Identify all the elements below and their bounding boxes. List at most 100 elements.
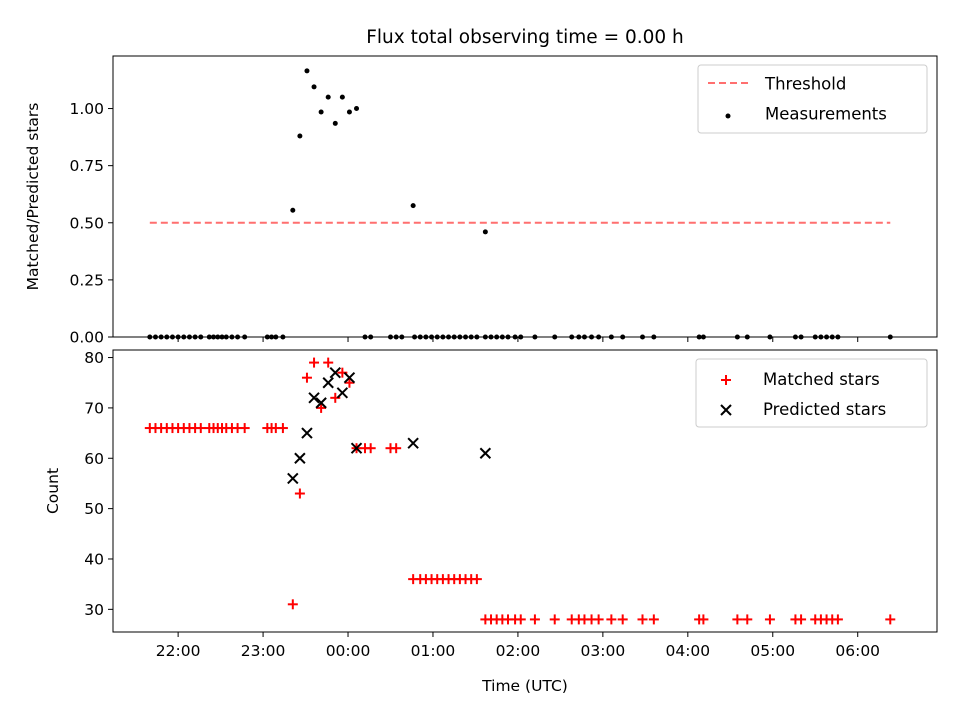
top-y-tick-label: 0.00 <box>69 329 104 347</box>
matched-star-point <box>549 614 560 625</box>
x-tick-label: 06:00 <box>835 642 880 660</box>
matched-star-point <box>606 614 617 625</box>
x-tick-label: 02:00 <box>496 642 541 660</box>
legend-measurements-swatch <box>725 113 731 119</box>
x-axis-label: Time (UTC) <box>481 677 568 695</box>
bottom-y-axis-label: Count <box>44 468 62 514</box>
top-x-ticks <box>177 337 859 342</box>
matched-star-point <box>593 614 604 625</box>
measurement-point <box>354 106 360 112</box>
measurement-point <box>311 84 317 90</box>
matched-star-point <box>796 614 807 625</box>
measurement-point <box>410 203 416 209</box>
predicted-star-point <box>479 447 492 459</box>
legend-predicted-label: Predicted stars <box>763 400 886 419</box>
x-tick-label: 01:00 <box>411 642 456 660</box>
measurement-point <box>332 120 338 126</box>
matched-star-point <box>239 423 250 434</box>
matched-star-point <box>323 357 334 368</box>
matched-star-point <box>301 372 312 383</box>
bottom-legend-box <box>695 358 928 428</box>
legend-matched-plus <box>721 375 731 385</box>
matched-star-point <box>309 357 320 368</box>
bottom-y-tick-label: 30 <box>84 601 104 619</box>
matched-star-point <box>732 614 743 625</box>
measurement-point <box>297 133 303 139</box>
predicted-star-point <box>301 427 313 439</box>
matched-star-point <box>294 488 305 499</box>
legend-matched-label: Matched stars <box>763 370 880 389</box>
matched-star-point <box>287 599 298 610</box>
x-tick-label: 23:00 <box>241 642 286 660</box>
matched-star-point <box>391 443 402 454</box>
matched-star-point <box>515 614 526 625</box>
matched-star-point <box>529 614 540 625</box>
top-y-axis-label: Matched/Predicted stars <box>24 103 42 291</box>
predicted-star-point <box>322 377 334 389</box>
predicted-star-point <box>336 387 349 399</box>
bottom-legend: Matched stars Predicted stars <box>695 358 928 428</box>
predicted-star-point <box>287 472 299 485</box>
bottom-plot-marks <box>144 357 896 625</box>
matched-star-point <box>195 423 206 434</box>
bottom-x-ticks: 22:00 23:00 00:00 01:00 02:00 03:00 04:00 05:00… <box>156 632 880 660</box>
matched-star-point <box>764 614 775 625</box>
matched-star-point <box>365 443 376 454</box>
top-y-tick-label: 1.00 <box>69 100 104 118</box>
top-y-tick-label: 0.50 <box>69 214 104 232</box>
measurement-point <box>339 94 345 100</box>
legend-threshold-label: Threshold <box>764 75 846 94</box>
legend-predicted-cross <box>720 404 732 416</box>
x-tick-label: 03:00 <box>581 642 626 660</box>
bottom-y-tick-label: 60 <box>84 450 104 468</box>
predicted-star-point <box>407 437 419 449</box>
matched-star-point <box>617 614 628 625</box>
x-tick-label: 00:00 <box>326 642 371 660</box>
matched-star-point <box>742 614 753 625</box>
bottom-y-tick-label: 80 <box>84 349 104 367</box>
x-tick-label: 05:00 <box>750 642 795 660</box>
top-legend: Threshold Measurements <box>697 64 928 134</box>
predicted-star-point <box>308 392 320 404</box>
measurement-point <box>346 109 352 115</box>
predicted-star-point <box>350 442 363 454</box>
legend-matched-swatch <box>721 375 731 385</box>
matched-star-point <box>277 423 288 434</box>
matched-star-point <box>832 614 843 625</box>
measurement-point <box>290 207 296 213</box>
bottom-y-ticks: 30 40 50 60 70 80 <box>84 349 113 619</box>
matched-star-point <box>698 614 709 625</box>
bottom-axes-frame <box>112 349 938 633</box>
legend-predicted-swatch <box>720 404 732 416</box>
top-legend-box <box>697 64 928 134</box>
matched-star-point <box>344 377 355 388</box>
predicted-star-point <box>329 366 341 379</box>
measurement-point <box>325 94 331 100</box>
measurement-point <box>318 109 324 115</box>
bottom-panel: 30 40 50 60 70 80 22:00 23:00 00:00 01:00 02:00 03… <box>44 349 938 695</box>
matched-star-point <box>637 614 648 625</box>
matched-star-point <box>471 574 482 585</box>
top-y-ticks: 0.00 0.25 0.50 0.75 1.00 <box>69 100 113 347</box>
legend-measurements-label: Measurements <box>765 105 887 124</box>
chart-title: Flux total observing time = 0.00 h <box>366 27 684 48</box>
measurement-point <box>304 68 310 74</box>
top-plot-marks <box>147 68 893 340</box>
measurement-point <box>482 229 488 235</box>
top-panel: 0.00 0.25 0.50 0.75 1.00 Matched/Predicted s… <box>24 55 938 347</box>
predicted-star-point <box>315 397 327 409</box>
x-tick-label: 22:00 <box>156 642 201 660</box>
matched-star-point <box>648 614 659 625</box>
x-tick-label: 04:00 <box>665 642 710 660</box>
bottom-y-tick-label: 70 <box>84 399 104 417</box>
bottom-y-tick-label: 50 <box>84 500 104 518</box>
top-y-tick-label: 0.25 <box>69 271 104 289</box>
bottom-y-tick-label: 40 <box>84 550 104 568</box>
predicted-star-point <box>294 452 306 464</box>
matched-star-point <box>885 614 896 625</box>
top-axes-frame <box>112 55 938 338</box>
matched-star-point <box>316 402 327 413</box>
predicted-star-point <box>343 371 356 384</box>
top-y-tick-label: 0.75 <box>69 157 104 175</box>
